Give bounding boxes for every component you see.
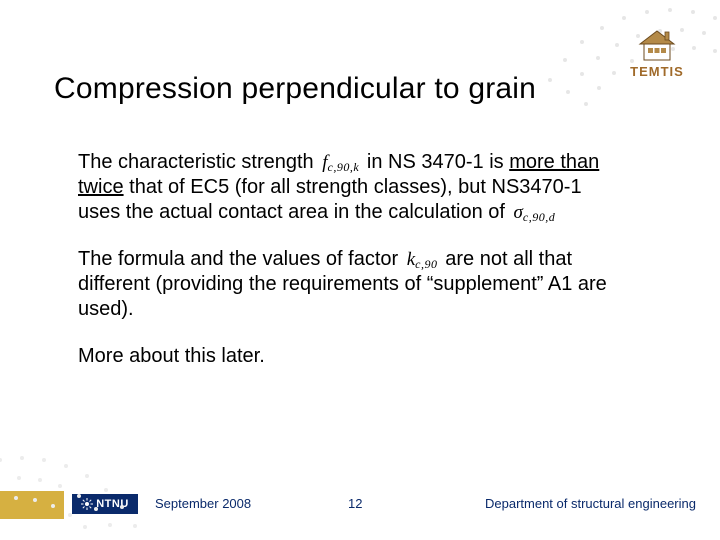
formula-kc90: kc,90: [404, 249, 446, 270]
house-icon: [634, 28, 680, 62]
p2-text-1: The formula and the values of factor: [78, 248, 404, 270]
formula-k-base: k: [407, 249, 415, 270]
formula-k-sub: c,90: [415, 257, 437, 271]
slide-title: Compression perpendicular to grain: [54, 72, 536, 106]
slide-body: The characteristic strength fc,90,k in N…: [78, 150, 622, 391]
footer-accent-bar: [0, 491, 64, 519]
paragraph-2: The formula and the values of factor kc,…: [78, 247, 622, 322]
formula-s-sub: c,90,d: [523, 210, 555, 224]
formula-fc90k: fc,90,k: [319, 152, 367, 173]
ntnu-badge: NTNU: [72, 494, 138, 514]
paragraph-3: More about this later.: [78, 344, 622, 369]
footer-department: Department of structural engineering: [485, 496, 696, 511]
formula-f-sub: c,90,k: [328, 160, 360, 174]
paragraph-1: The characteristic strength fc,90,k in N…: [78, 150, 622, 225]
decorative-dots-bottom: [0, 430, 190, 540]
slide: Compression perpendicular to grain TEMTI…: [0, 0, 720, 540]
footer-page-number: 12: [348, 496, 362, 511]
p1-text-3: that of EC5 (for all strength classes), …: [78, 176, 582, 223]
p1-text-2: in NS 3470-1 is: [367, 151, 509, 173]
logo-text: TEMTIS: [618, 64, 696, 79]
footer-date: September 2008: [155, 496, 251, 511]
ntnu-text: NTNU: [96, 498, 129, 510]
footer: NTNU September 2008 12 Department of str…: [0, 492, 720, 518]
ntnu-sun-icon: [81, 498, 93, 510]
formula-sigma-c90d: σc,90,d: [511, 202, 559, 223]
formula-s-base: σ: [514, 202, 523, 223]
p1-text-1: The characteristic strength: [78, 151, 319, 173]
temtis-logo: TEMTIS: [618, 28, 696, 79]
